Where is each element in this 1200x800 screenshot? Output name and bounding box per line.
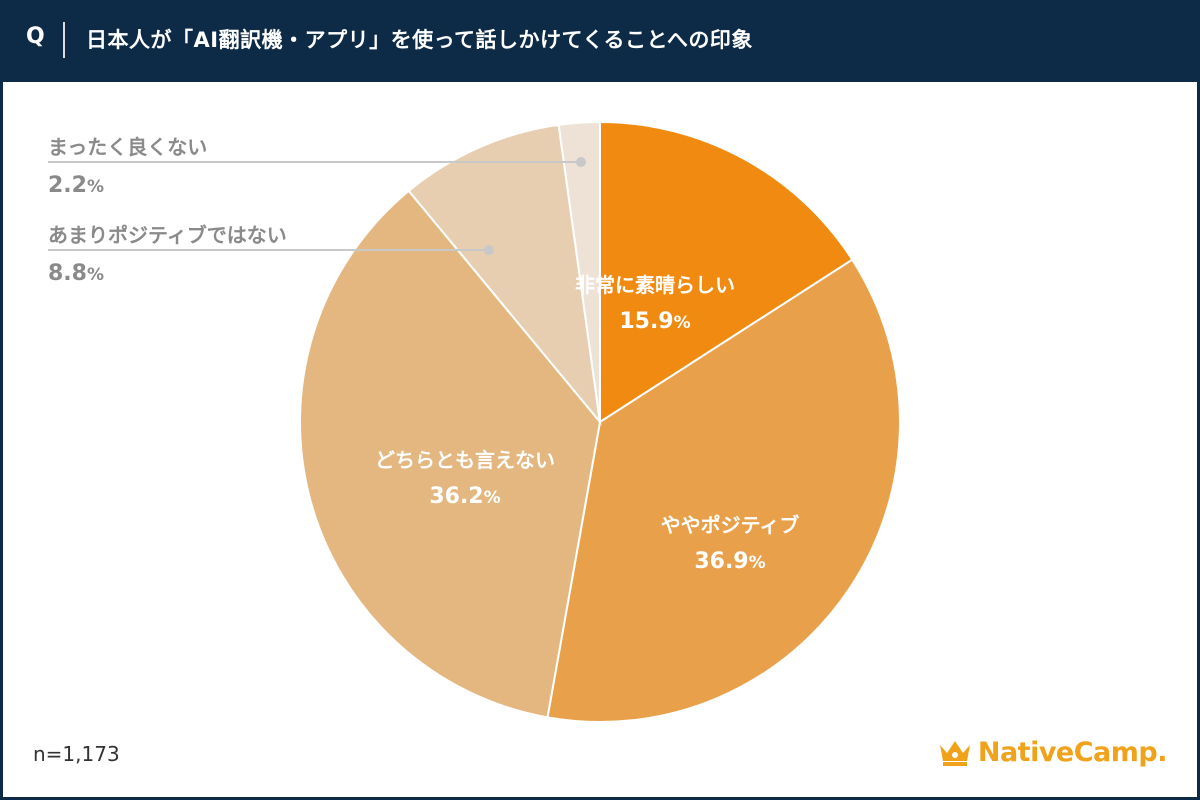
slice-value-label: 36.2% [429,484,500,509]
slice-category-label: 非常に素晴らしい [575,273,735,297]
callout-category-label: あまりポジティブではない [48,223,287,247]
slice-value-label: 36.9% [694,549,765,574]
pie-slice-2 [546,258,901,723]
callout-dot [575,157,586,167]
pie-slice-1 [599,120,854,424]
crown-icon [939,741,970,766]
pie-slice-3 [299,189,602,719]
slice-category-label: ややポジティブ [661,513,800,537]
callout-dot [483,245,494,255]
pie-slice-4 [407,123,602,426]
chart-panel: 非常に素晴らしい 15.9% ややポジティブ 36.9% どちらとも言えない 36.2% あ… [3,82,1197,797]
slice-value-label: 15.9% [619,309,690,334]
brand-name: NativeCamp. [977,736,1168,768]
pie-slice-5 [557,120,601,423]
callout-value-label: 2.2% [48,173,104,198]
pie-chart: 非常に素晴らしい 15.9% ややポジティブ 36.9% どちらとも言えない 36.2% あ… [48,120,901,723]
brand-logo: NativeCamp. [938,732,1168,772]
question-header: Q 日本人が「AI翻訳機・アプリ」を使って話しかけてくることへの印象 [0,0,1200,82]
sample-size-note: n=1,173 [33,742,120,766]
question-title: 日本人が「AI翻訳機・アプリ」を使って話しかけてくることへの印象 [86,28,753,52]
callout-category-label: まったく良くない [48,135,207,159]
header-divider [63,22,65,58]
callout-value-label: 8.8% [48,261,104,286]
question-marker: Q [26,24,45,49]
slice-category-label: どちらとも言えない [375,448,555,472]
